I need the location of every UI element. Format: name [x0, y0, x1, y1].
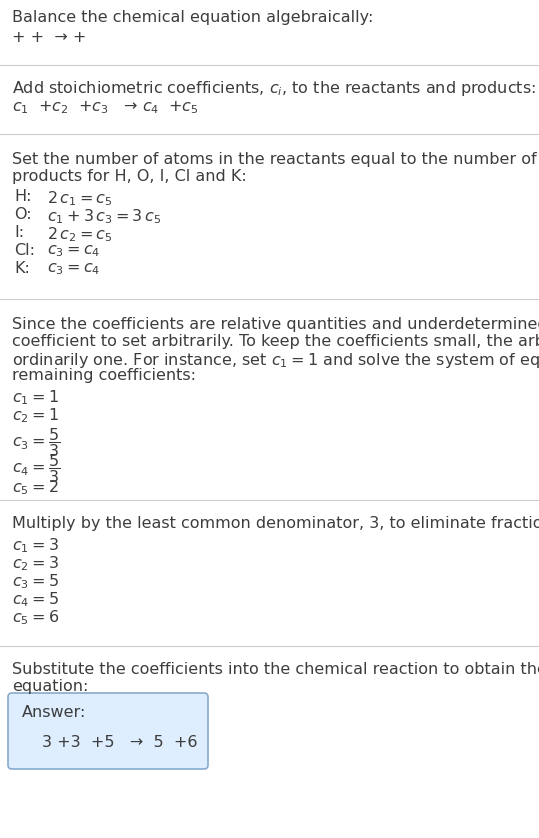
Text: $c_1$  +$c_2$  +$c_3$   → $c_4$  +$c_5$: $c_1$ +$c_2$ +$c_3$ → $c_4$ +$c_5$: [12, 99, 199, 116]
Text: equation:: equation:: [12, 679, 88, 694]
Text: $c_1 + 3\,c_3 = 3\,c_5$: $c_1 + 3\,c_3 = 3\,c_5$: [47, 207, 161, 225]
Text: + +  → +: + + → +: [12, 30, 86, 45]
Text: Balance the chemical equation algebraically:: Balance the chemical equation algebraica…: [12, 10, 374, 25]
Text: Substitute the coefficients into the chemical reaction to obtain the balanced: Substitute the coefficients into the che…: [12, 662, 539, 677]
Text: coefficient to set arbitrarily. To keep the coefficients small, the arbitrary va: coefficient to set arbitrarily. To keep …: [12, 334, 539, 349]
Text: $c_2 = 1$: $c_2 = 1$: [12, 406, 59, 425]
Text: $c_5 = 2$: $c_5 = 2$: [12, 478, 59, 497]
Text: $c_4 = \dfrac{5}{3}$: $c_4 = \dfrac{5}{3}$: [12, 452, 60, 485]
Text: K:: K:: [14, 261, 30, 276]
Text: $c_2 = 3$: $c_2 = 3$: [12, 554, 59, 572]
Text: $c_3 = c_4$: $c_3 = c_4$: [47, 243, 100, 259]
Text: H:: H:: [14, 189, 31, 204]
Text: $2\,c_1 = c_5$: $2\,c_1 = c_5$: [47, 189, 113, 208]
Text: $c_1 = 1$: $c_1 = 1$: [12, 388, 59, 406]
Text: Add stoichiometric coefficients, $c_i$, to the reactants and products:: Add stoichiometric coefficients, $c_i$, …: [12, 79, 536, 98]
Text: I:: I:: [14, 225, 24, 240]
Text: $c_3 = \dfrac{5}{3}$: $c_3 = \dfrac{5}{3}$: [12, 426, 60, 459]
Text: $c_4 = 5$: $c_4 = 5$: [12, 590, 59, 608]
Text: $c_1 = 3$: $c_1 = 3$: [12, 536, 59, 555]
Text: $2\,c_2 = c_5$: $2\,c_2 = c_5$: [47, 225, 113, 244]
Text: products for H, O, I, Cl and K:: products for H, O, I, Cl and K:: [12, 169, 247, 184]
Text: Since the coefficients are relative quantities and underdetermined, choose a: Since the coefficients are relative quan…: [12, 317, 539, 332]
Text: $c_5 = 6$: $c_5 = 6$: [12, 608, 59, 627]
Text: $c_3 = 5$: $c_3 = 5$: [12, 572, 59, 591]
Text: O:: O:: [14, 207, 32, 222]
Text: Answer:: Answer:: [22, 705, 86, 720]
Text: Multiply by the least common denominator, 3, to eliminate fractional coefficient: Multiply by the least common denominator…: [12, 516, 539, 531]
FancyBboxPatch shape: [8, 693, 208, 769]
Text: 3 +3  +5   →  5  +6: 3 +3 +5 → 5 +6: [42, 735, 197, 750]
Text: Cl:: Cl:: [14, 243, 35, 258]
Text: remaining coefficients:: remaining coefficients:: [12, 368, 196, 383]
Text: Set the number of atoms in the reactants equal to the number of atoms in the: Set the number of atoms in the reactants…: [12, 152, 539, 167]
Text: ordinarily one. For instance, set $c_1 = 1$ and solve the system of equations fo: ordinarily one. For instance, set $c_1 =…: [12, 351, 539, 370]
Text: $c_3 = c_4$: $c_3 = c_4$: [47, 261, 100, 277]
